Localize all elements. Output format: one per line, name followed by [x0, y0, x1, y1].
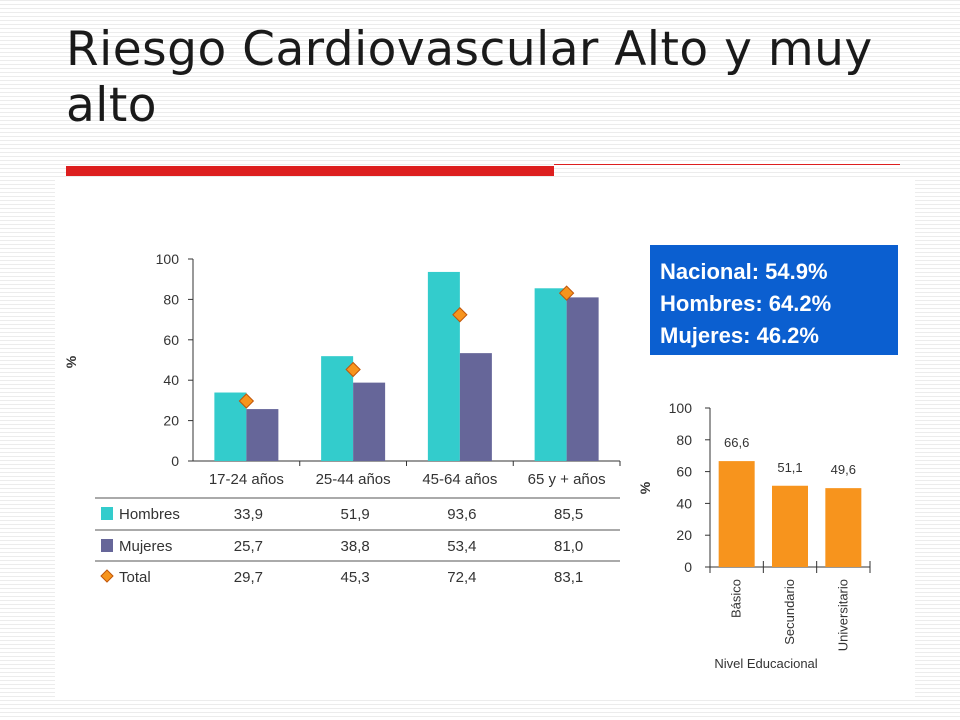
data-label: 51,1 — [777, 460, 802, 475]
summary-line-mujeres: Mujeres: 46.2% — [660, 323, 819, 348]
slide-title: Riesgo Cardiovascular Alto y muy alto — [66, 22, 873, 133]
legend-swatch-total — [100, 569, 114, 583]
table-cell: 45,3 — [341, 569, 370, 586]
table-cell: 83,1 — [554, 569, 583, 586]
x-category-label: 17-24 años — [209, 471, 284, 488]
x-category-label: Básico — [729, 579, 744, 618]
legend-swatch-hombres — [101, 507, 113, 520]
table-cell: 53,4 — [447, 538, 476, 555]
data-label: 66,6 — [724, 435, 749, 450]
title-underline-thin — [554, 164, 900, 165]
y-tick-label: 80 — [163, 291, 179, 307]
bar-hombres — [534, 288, 567, 461]
y-tick-label: 0 — [684, 559, 692, 575]
y-tick-label: 0 — [171, 453, 179, 469]
table-cell: 85,5 — [554, 506, 583, 523]
y-tick-label: 60 — [163, 332, 179, 348]
y-tick-label: 60 — [676, 464, 692, 480]
x-category-label: Secundario — [782, 579, 797, 645]
marker-total — [558, 285, 575, 301]
bar-education — [825, 488, 862, 567]
summary-line-hombres: Hombres: 64.2% — [660, 291, 832, 316]
bar-hombres — [427, 271, 460, 461]
bar-education — [718, 461, 755, 567]
table-cell: 38,8 — [341, 538, 370, 555]
table-cell: 51,9 — [341, 506, 370, 523]
bar-education — [772, 485, 808, 567]
table-cell: 93,6 — [447, 506, 476, 523]
y-axis-title: % — [63, 355, 79, 368]
y-tick-label: 20 — [676, 527, 692, 543]
table-cell: 29,7 — [234, 569, 263, 586]
table-cell: 72,4 — [447, 569, 476, 586]
x-category-label: Universitario — [835, 579, 850, 651]
bar-mujeres — [353, 382, 386, 461]
y-tick-label: 80 — [676, 432, 692, 448]
table-series-label: Mujeres — [119, 538, 172, 555]
x-category-label: 45-64 años — [422, 471, 497, 488]
marker-total — [452, 307, 468, 323]
y-axis-title: % — [637, 481, 653, 494]
x-category-label: 65 y + años — [528, 471, 606, 488]
marker-total — [345, 361, 361, 378]
table-series-label: Total — [119, 569, 151, 586]
bar-mujeres — [246, 409, 279, 461]
bar-mujeres — [566, 297, 599, 461]
data-label: 49,6 — [831, 462, 856, 477]
title-underline-red — [66, 166, 554, 176]
table-series-label: Hombres — [119, 506, 180, 523]
y-tick-label: 40 — [676, 495, 692, 511]
bar-mujeres — [459, 353, 492, 461]
table-cell: 25,7 — [234, 538, 263, 555]
y-tick-label: 40 — [163, 372, 179, 388]
table-cell: 81,0 — [554, 538, 583, 555]
x-axis-title: Nivel Educacional — [714, 656, 817, 671]
summary-line-nacional: Nacional: 54.9% — [660, 259, 828, 284]
x-category-label: 25-44 años — [316, 471, 391, 488]
bar-hombres — [214, 392, 247, 461]
y-tick-label: 20 — [163, 413, 179, 429]
bar-hombres — [321, 356, 354, 461]
y-tick-label: 100 — [156, 251, 180, 267]
table-cell: 33,9 — [234, 506, 263, 523]
legend-swatch-mujeres — [101, 539, 113, 552]
y-tick-label: 100 — [669, 400, 693, 416]
summary-box: Nacional: 54.9% Hombres: 64.2% Mujeres: … — [650, 245, 898, 355]
marker-total — [238, 393, 255, 409]
